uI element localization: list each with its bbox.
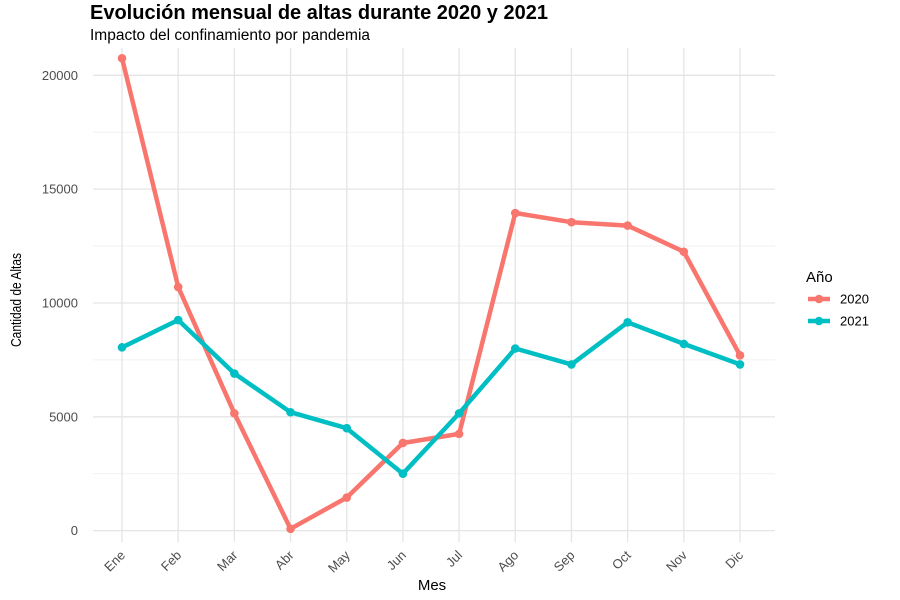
x-axis-title: Mes <box>418 577 446 594</box>
data-point-2021 <box>735 360 745 369</box>
legend-title: Año <box>806 269 833 286</box>
x-tick-label: Jun <box>384 548 409 573</box>
y-axis-title: Cantidad de Altas <box>8 253 25 347</box>
y-tick-label: 10000 <box>42 295 78 310</box>
data-point-2020 <box>679 247 689 257</box>
data-point-2020 <box>735 351 745 360</box>
data-point-2021 <box>567 360 576 369</box>
data-point-2020 <box>230 409 239 418</box>
series-lines <box>119 55 743 532</box>
data-point-2021 <box>679 339 689 349</box>
legend-key-point <box>814 316 824 326</box>
y-tick-label: 20000 <box>42 68 78 83</box>
legend-key-point <box>814 294 824 304</box>
series-line-2021 <box>119 317 743 476</box>
x-tick-label: Dic <box>722 547 746 571</box>
data-point-2021 <box>230 369 239 378</box>
y-tick-label: 5000 <box>49 409 78 424</box>
data-point-2020 <box>342 493 352 502</box>
data-point-2020 <box>173 282 183 292</box>
legend-label: 2021 <box>840 314 869 329</box>
x-tick-label: Sep <box>551 548 578 575</box>
legend: Año 2020 2021 <box>806 269 869 329</box>
y-axis-ticks: 0 5000 10000 15000 20000 <box>42 68 78 538</box>
data-point-2021 <box>173 315 183 325</box>
x-tick-label: Mar <box>214 547 241 574</box>
x-axis-ticks: Ene Feb Mar Abr May Jun Jul Ago Sep Oct Nov Dic <box>101 547 746 575</box>
data-point-2021 <box>117 343 127 352</box>
chart-subtitle: Impacto del confinamiento por pandemia <box>90 27 371 44</box>
data-point-2020 <box>398 438 408 448</box>
y-tick-label: 15000 <box>42 182 78 197</box>
x-tick-label: Nov <box>663 547 690 574</box>
legend-label: 2020 <box>840 292 869 307</box>
data-point-2021 <box>623 318 632 327</box>
data-point-2020 <box>567 217 576 227</box>
chart-title: Evolución mensual de altas durante 2020 … <box>90 2 548 24</box>
x-tick-label: Abr <box>272 547 297 572</box>
x-tick-label: Ene <box>101 548 128 575</box>
data-point-2020 <box>117 53 127 63</box>
data-point-2020 <box>510 208 520 218</box>
x-tick-label: Oct <box>609 547 634 572</box>
data-point-2021 <box>398 469 408 479</box>
x-tick-label: Ago <box>494 548 521 575</box>
x-tick-label: Feb <box>158 548 184 574</box>
x-tick-label: Jul <box>443 547 465 569</box>
data-point-2021 <box>286 407 295 417</box>
data-point-2021 <box>342 423 352 433</box>
grid-lines <box>93 48 775 542</box>
y-tick-label: 0 <box>71 523 78 538</box>
series-points <box>117 53 745 534</box>
data-point-2021 <box>454 409 464 418</box>
data-point-2021 <box>510 344 520 353</box>
data-point-2020 <box>454 429 464 439</box>
series-line-2020 <box>119 55 743 532</box>
data-point-2020 <box>623 221 632 230</box>
data-point-2020 <box>286 524 295 534</box>
x-tick-label: May <box>325 547 353 575</box>
